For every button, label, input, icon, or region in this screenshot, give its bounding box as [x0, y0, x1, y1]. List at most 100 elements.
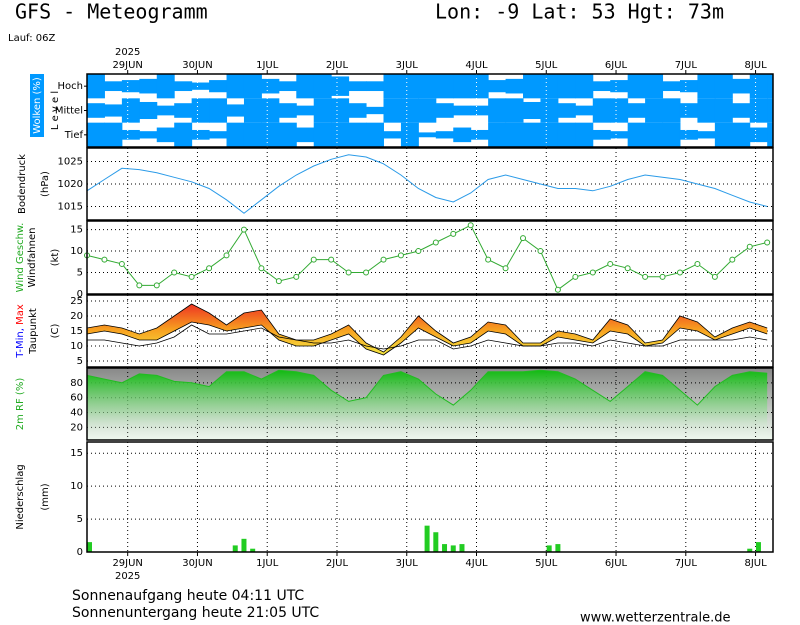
y-axis-label: (mm) — [40, 483, 51, 510]
cloud-cell — [400, 122, 419, 147]
cloud-cell — [592, 98, 611, 123]
cloud-cell — [139, 131, 158, 139]
data-marker — [171, 269, 178, 276]
cloud-cell — [226, 104, 245, 117]
bottom-date-label: 2JUL — [326, 558, 349, 569]
cloud-cell — [191, 82, 210, 90]
cloud-cell — [331, 122, 350, 147]
bar — [555, 544, 561, 552]
cloud-cell — [679, 103, 698, 118]
data-marker — [223, 252, 230, 259]
data-marker — [659, 273, 666, 280]
data-line — [86, 154, 768, 214]
cloud-cell — [749, 74, 768, 99]
cloud-cell — [679, 80, 698, 93]
title: GFS - Meteogramm — [15, 0, 208, 24]
data-marker — [502, 265, 509, 272]
top-date-label: 8JUL — [744, 60, 767, 71]
bar — [87, 542, 92, 552]
cloud-cell — [121, 129, 140, 140]
y-axis-label-part: Windfahnen — [27, 228, 38, 288]
cloud-cell — [505, 98, 524, 123]
cloud-cell — [191, 129, 210, 140]
temp-line — [86, 303, 768, 353]
cloud-cell — [488, 122, 507, 147]
cloud-cell — [645, 74, 664, 99]
y-axis-label-part: Wind Geschw. — [15, 223, 26, 293]
y-tick-label: 15 — [70, 326, 83, 337]
cloud-cell — [610, 98, 629, 123]
y-axis-label-part: Niederschlag — [15, 464, 26, 529]
data-marker — [537, 248, 544, 255]
cloud-cell — [348, 81, 367, 92]
panel-frame — [86, 147, 774, 221]
y-tick-label: 0 — [77, 289, 83, 300]
cloud-cell — [261, 78, 280, 94]
top-year: 2025 — [115, 47, 140, 58]
cloud-cell — [453, 74, 472, 99]
bottom-date-label: 30JUN — [182, 558, 212, 569]
y-tick-label: 25 — [70, 296, 83, 307]
y-axis-label: Windfahnen — [27, 228, 38, 288]
cloud-cell — [557, 122, 576, 147]
cloud-cell — [156, 74, 175, 99]
bottom-date-label: 7JUL — [675, 558, 698, 569]
cloud-cell — [348, 103, 367, 118]
cloud-cell — [732, 103, 751, 118]
data-marker — [345, 269, 352, 276]
cloud-cell — [662, 81, 681, 92]
location: Lon: -9 Lat: 53 Hgt: 73m — [435, 0, 724, 24]
y-tick-label: 15 — [70, 448, 83, 459]
cloud-cell — [313, 74, 332, 99]
cloud-cell — [139, 101, 158, 120]
top-date-label: 4JUL — [465, 60, 488, 71]
top-date-label: 7JUL — [675, 60, 698, 71]
data-marker — [188, 273, 195, 280]
y-axis-label-part: T-Min, — [15, 325, 26, 359]
y-axis-label-part: (kt) — [50, 249, 61, 267]
cloud-cell — [470, 129, 489, 140]
bottom-date-label: 5JUL — [535, 558, 558, 569]
cloud-cell — [767, 122, 774, 147]
y-tick-label: 1025 — [58, 157, 83, 168]
y-axis-label-part: L e v e l — [50, 91, 61, 130]
data-marker — [642, 273, 649, 280]
bar — [459, 544, 465, 552]
cloud-cell — [557, 74, 576, 99]
y-tick-label: 80 — [70, 378, 83, 389]
cloud-cell — [453, 105, 472, 116]
panel-frame — [86, 73, 774, 148]
bar — [232, 545, 238, 552]
bar — [450, 545, 456, 552]
y-tick-label: 10 — [70, 246, 83, 257]
top-date-label: 6JUL — [605, 60, 628, 71]
y-tick-label: 20 — [70, 311, 83, 322]
area-line — [86, 369, 768, 406]
cloud-cell — [366, 106, 384, 115]
data-marker — [520, 235, 527, 242]
y-axis-label: Wolken (%) — [32, 77, 43, 134]
data-marker — [746, 243, 753, 250]
data-marker — [153, 282, 160, 289]
cloud-cell — [627, 122, 646, 147]
data-marker — [589, 269, 596, 276]
cloud-cell — [278, 122, 297, 147]
cloud-cell — [383, 131, 402, 139]
cloud-cell — [209, 131, 228, 139]
y-tick-label: 10 — [70, 481, 83, 492]
data-marker — [711, 273, 718, 280]
cloud-cell — [435, 74, 454, 99]
data-marker — [240, 226, 247, 233]
data-marker — [118, 260, 125, 267]
cloud-cell — [488, 98, 507, 123]
bottom-date-label: 1JUL — [256, 558, 279, 569]
data-line — [86, 224, 768, 291]
data-marker — [572, 273, 579, 280]
y-axis-label-part: (C) — [50, 324, 61, 339]
cloud-cell — [418, 132, 437, 138]
cloud-cell — [610, 80, 629, 93]
cloud-cell — [383, 74, 402, 99]
y-axis-label: (C) — [50, 324, 61, 339]
cloud-cell — [104, 104, 123, 117]
